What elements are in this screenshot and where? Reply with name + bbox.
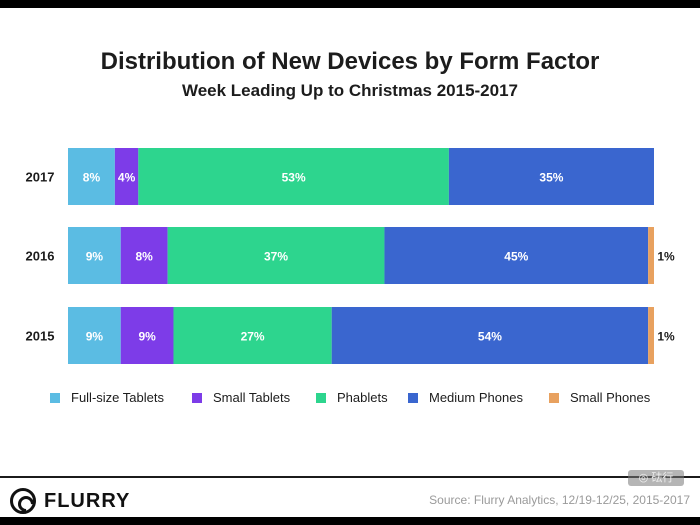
legend-label: Phablets [337, 390, 388, 405]
chart-subtitle: Week Leading Up to Christmas 2015-2017 [181, 81, 519, 100]
legend-swatch [50, 393, 60, 403]
watermark: ◎ 砝行 [628, 470, 684, 486]
data-label: 9% [86, 330, 104, 344]
data-label: 8% [83, 171, 101, 185]
legend-label: Full-size Tablets [71, 390, 164, 405]
legend-swatch [549, 393, 559, 403]
data-label: 53% [282, 171, 306, 185]
bar-segment [448, 148, 654, 205]
bar-segment [648, 307, 654, 364]
stacked-bar-chart: 2017 8% 4% 53% 35% 2016 9% 8% 37% 45% 1% 2015 9% 9% 27… [26, 148, 675, 405]
bar-segment [120, 307, 174, 364]
data-label: 8% [136, 250, 154, 264]
data-label: 45% [504, 250, 528, 264]
bar-segment [114, 148, 139, 205]
data-label: 9% [138, 330, 156, 344]
data-label: 9% [86, 250, 104, 264]
legend-label: Small Phones [570, 390, 651, 405]
bar-segment [173, 307, 332, 364]
legend-label: Medium Phones [429, 390, 523, 405]
data-label: 1% [657, 330, 675, 344]
y-tick-label: 2017 [26, 170, 55, 185]
bar-segment [68, 227, 121, 284]
data-label: 1% [657, 250, 675, 264]
bar-segment [331, 307, 649, 364]
legend-swatch [316, 393, 326, 403]
data-label: 35% [539, 171, 563, 185]
footer-divider [0, 476, 700, 478]
y-tick-label: 2016 [26, 249, 55, 264]
bar-segment [167, 227, 385, 284]
data-label: 27% [241, 330, 265, 344]
legend-swatch [192, 393, 202, 403]
flurry-logo: FLURRY [10, 486, 130, 516]
legend-label: Small Tablets [213, 390, 291, 405]
y-tick-label: 2015 [26, 329, 55, 344]
bar-segment [384, 227, 649, 284]
bar-segment [120, 227, 168, 284]
bar-segment [68, 148, 115, 205]
bar-segment [648, 227, 654, 284]
flurry-logo-icon [10, 488, 36, 514]
flurry-logo-text: FLURRY [44, 489, 131, 512]
bar-segment [68, 307, 121, 364]
bar-segment [138, 148, 449, 205]
chart-title: Distribution of New Devices by Form Fact… [100, 48, 600, 75]
legend-swatch [408, 393, 418, 403]
source-note: Source: Flurry Analytics, 12/19-12/25, 2… [429, 493, 690, 507]
data-label: 4% [118, 171, 136, 185]
data-label: 37% [264, 250, 288, 264]
chart-frame: Distribution of New Devices by Form Fact… [0, 8, 700, 517]
data-label: 54% [478, 330, 502, 344]
